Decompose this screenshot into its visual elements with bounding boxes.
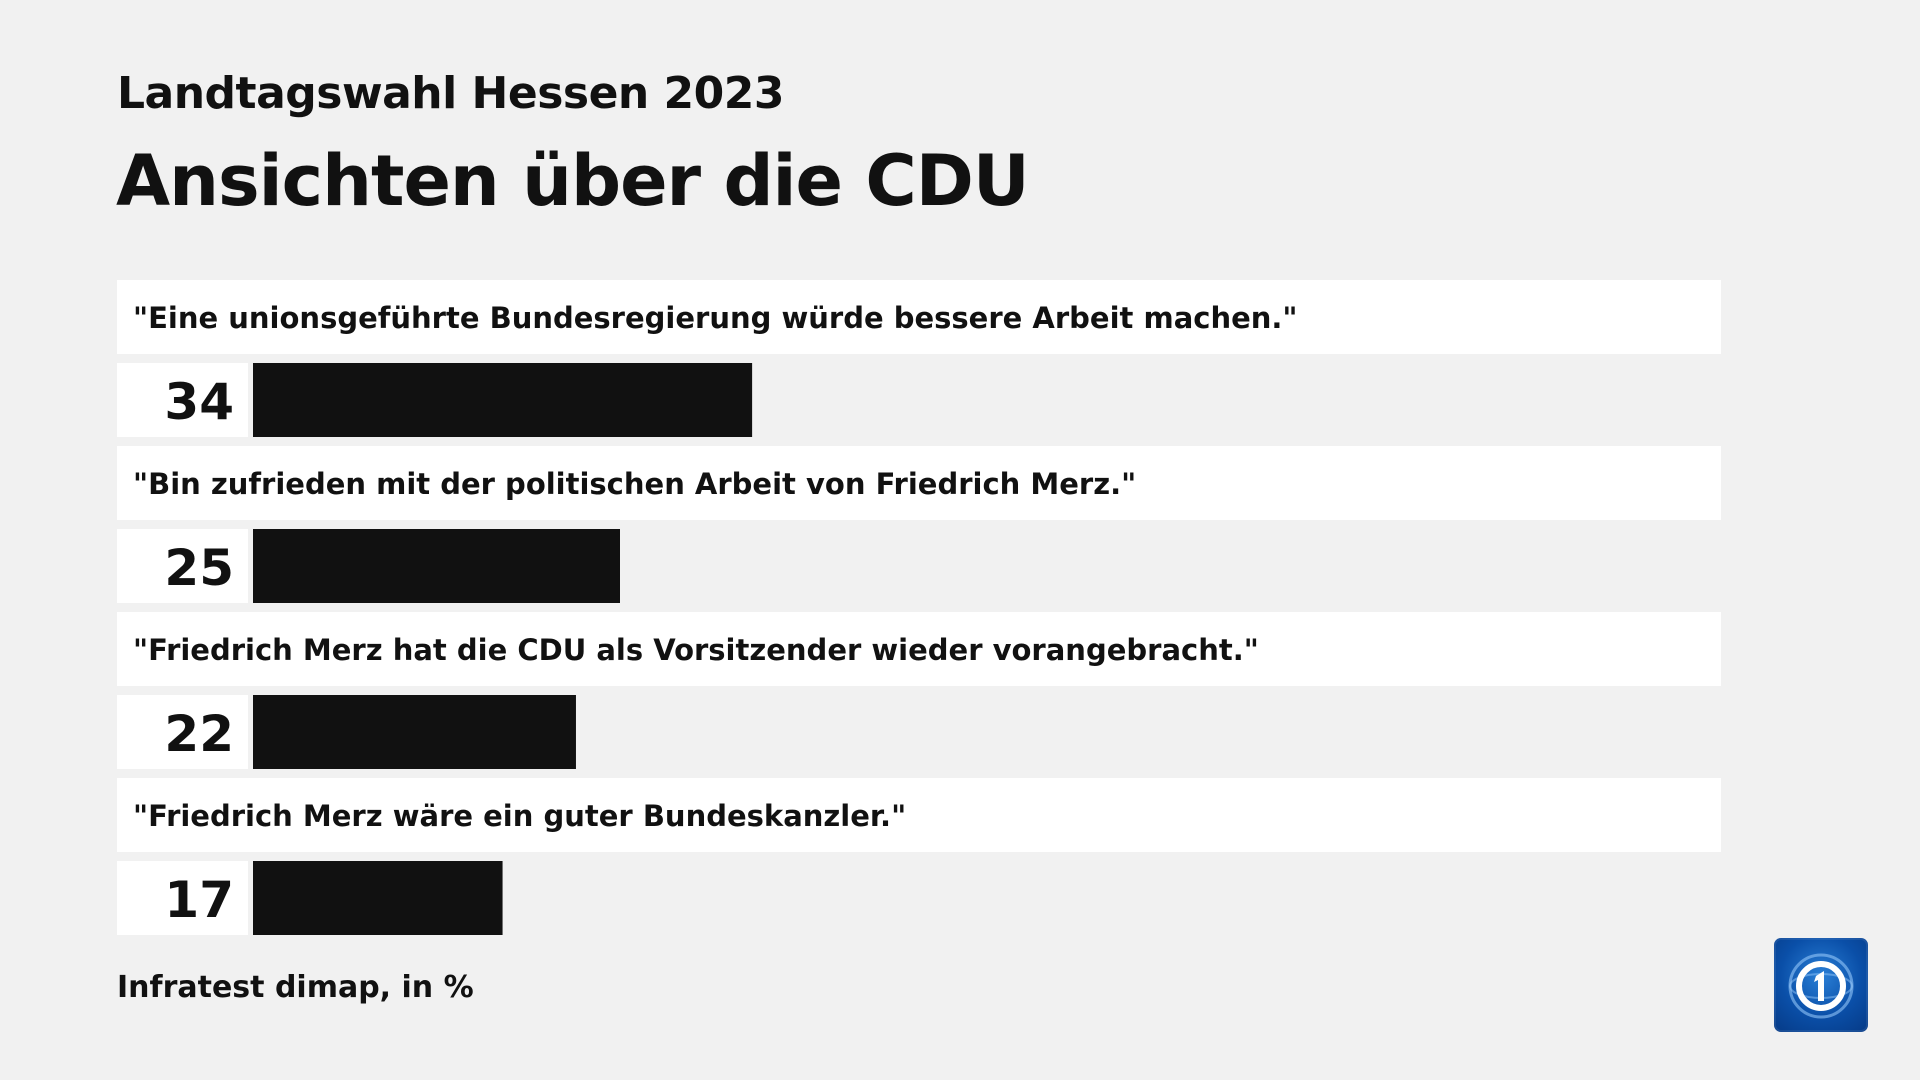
data-label: 17	[164, 871, 234, 929]
value-box	[117, 529, 248, 603]
statement-row	[117, 778, 1721, 852]
source-note: Infratest dimap, in %	[117, 970, 474, 1005]
statement-label: "Eine unionsgeführte Bundesregierung wür…	[133, 301, 1298, 335]
statement-row	[117, 446, 1721, 520]
statement-row	[117, 612, 1721, 686]
statement-label: "Bin zufrieden mit der politischen Arbei…	[133, 467, 1136, 501]
bar	[253, 529, 620, 603]
data-label: 34	[164, 373, 234, 431]
chart-subtitle: Landtagswahl Hessen 2023	[117, 68, 785, 119]
bar	[253, 363, 753, 437]
statement-row	[117, 280, 1721, 354]
value-box	[117, 861, 248, 935]
value-box	[117, 695, 248, 769]
chart-title: Ansichten über die CDU	[116, 140, 1030, 222]
bar	[253, 861, 503, 935]
das-erste-logo-icon	[1774, 938, 1868, 1032]
data-label: 25	[164, 539, 234, 597]
value-box	[117, 363, 248, 437]
data-label: 22	[164, 705, 234, 763]
bar	[253, 695, 576, 769]
statement-label: "Friedrich Merz wäre ein guter Bundeskan…	[133, 799, 906, 833]
statement-label: "Friedrich Merz hat die CDU als Vorsitze…	[133, 633, 1259, 667]
